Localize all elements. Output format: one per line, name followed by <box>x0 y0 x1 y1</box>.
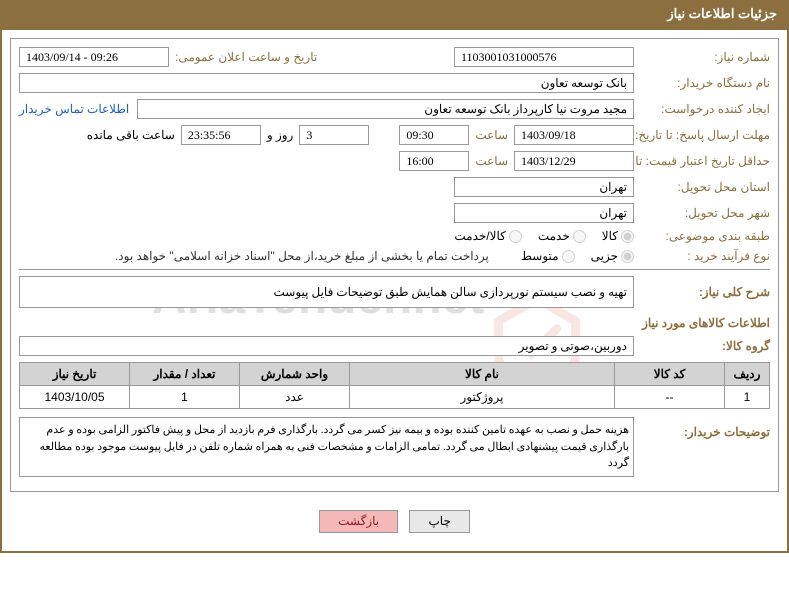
td-row: 1 <box>725 386 770 409</box>
validity-label: حداقل تاریخ اعتبار قیمت: تا تاریخ: <box>640 154 770 168</box>
general-desc-label: شرح کلی نیاز: <box>640 285 770 299</box>
items-table: ردیف کد کالا نام کالا واحد شمارش تعداد /… <box>19 362 770 409</box>
th-unit: واحد شمارش <box>240 363 350 386</box>
print-button[interactable]: چاپ <box>409 510 469 533</box>
buyer-notes-value: هزینه حمل و نصب به عهده تامین کننده بوده… <box>19 417 634 477</box>
separator <box>19 269 770 270</box>
announce-date-value: 1403/09/14 - 09:26 <box>19 47 169 67</box>
buyer-notes-label: توضیحات خریدار: <box>640 417 770 439</box>
group-value: دوربین،صوتی و تصویر <box>19 336 634 356</box>
td-code: -- <box>615 386 725 409</box>
deadline-date: 1403/09/18 <box>514 125 634 145</box>
process-medium[interactable]: متوسط <box>521 249 575 263</box>
deadline-days: 3 <box>299 125 369 145</box>
validity-date: 1403/12/29 <box>514 151 634 171</box>
province-value: تهران <box>454 177 634 197</box>
general-desc-value: تهیه و نصب سیستم نورپردازی سالن همایش طب… <box>19 276 634 308</box>
process-note: پرداخت تمام یا بخشی از مبلغ خرید،از محل … <box>115 249 489 263</box>
process-label: نوع فرآیند خرید : <box>640 249 770 263</box>
th-name: نام کالا <box>350 363 615 386</box>
title-bar: جزئیات اطلاعات نیاز <box>0 0 789 28</box>
deadline-label: مهلت ارسال پاسخ: تا تاریخ: <box>640 128 770 142</box>
details-box: شماره نیاز: 1103001031000576 تاریخ و ساع… <box>10 38 779 492</box>
validity-time-label: ساعت <box>475 154 508 168</box>
category-service[interactable]: خدمت <box>538 229 586 243</box>
back-button[interactable]: بازگشت <box>319 510 398 533</box>
deadline-days-label: روز و <box>267 128 294 142</box>
td-name: پروژکتور <box>350 386 615 409</box>
city-value: تهران <box>454 203 634 223</box>
page-title: جزئیات اطلاعات نیاز <box>667 6 777 21</box>
city-label: شهر محل تحویل: <box>640 206 770 220</box>
process-radios: جزیی متوسط <box>509 249 634 263</box>
th-row: ردیف <box>725 363 770 386</box>
main-container: AriaTender.net شماره نیاز: 1103001031000… <box>0 28 789 553</box>
category-goods[interactable]: کالا <box>602 229 634 243</box>
buyer-org-label: نام دستگاه خریدار: <box>640 76 770 90</box>
group-label: گروه کالا: <box>640 339 770 353</box>
th-needdate: تاریخ نیاز <box>20 363 130 386</box>
table-row: 1 -- پروژکتور عدد 1 1403/10/05 <box>20 386 770 409</box>
deadline-remain-label: ساعت باقی مانده <box>87 128 175 142</box>
need-number-value: 1103001031000576 <box>454 47 634 67</box>
requester-label: ایجاد کننده درخواست: <box>640 102 770 116</box>
category-label: طبقه بندی موضوعی: <box>640 229 770 243</box>
buyer-org-value: بانک توسعه تعاون <box>19 73 634 93</box>
validity-time: 16:00 <box>399 151 469 171</box>
table-header-row: ردیف کد کالا نام کالا واحد شمارش تعداد /… <box>20 363 770 386</box>
deadline-time: 09:30 <box>399 125 469 145</box>
province-label: استان محل تحویل: <box>640 180 770 194</box>
deadline-time-label: ساعت <box>475 128 508 142</box>
items-section-title: اطلاعات کالاهای مورد نیاز <box>19 316 770 330</box>
category-radios: کالا خدمت کالا/خدمت <box>442 229 634 243</box>
td-needdate: 1403/10/05 <box>20 386 130 409</box>
process-partial[interactable]: جزیی <box>591 249 634 263</box>
need-number-label: شماره نیاز: <box>640 50 770 64</box>
th-code: کد کالا <box>615 363 725 386</box>
deadline-remain: 23:35:56 <box>181 125 261 145</box>
requester-value: مجید مروت نیا کارپرداز بانک توسعه تعاون <box>137 99 634 119</box>
announce-date-label: تاریخ و ساعت اعلان عمومی: <box>175 50 317 64</box>
button-bar: چاپ بازگشت <box>10 500 779 543</box>
td-qty: 1 <box>130 386 240 409</box>
th-qty: تعداد / مقدار <box>130 363 240 386</box>
td-unit: عدد <box>240 386 350 409</box>
category-both[interactable]: کالا/خدمت <box>454 229 521 243</box>
contact-link[interactable]: اطلاعات تماس خریدار <box>19 102 129 116</box>
